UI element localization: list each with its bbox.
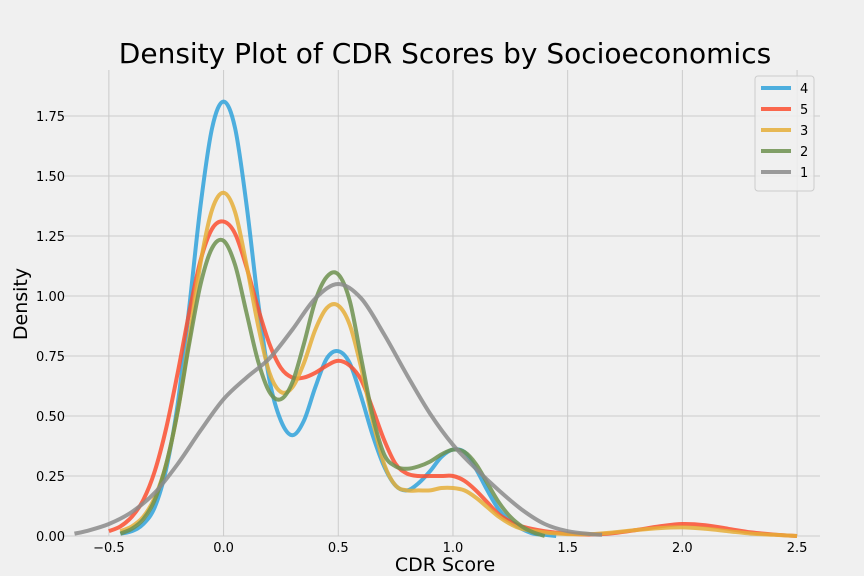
x-axis-label: CDR Score: [395, 554, 495, 576]
y-tick-label: 1.50: [36, 170, 65, 185]
tick-labels: −0.5 0.0 0.5 1.0 1.5 2.0 2.5 0.00 0.25 0.50 0.75 1.…: [36, 110, 807, 556]
legend-label-1: 1: [800, 166, 808, 181]
x-tick-label: −0.5: [93, 541, 125, 556]
y-tick-label: 0.75: [36, 350, 65, 365]
series-lines: [74, 99, 798, 538]
y-tick-label: 0.00: [36, 530, 65, 545]
x-tick-label: 0.5: [328, 541, 349, 556]
x-tick-label: 1.0: [443, 541, 464, 556]
series-line-2: [119, 237, 546, 538]
series-line-1: [74, 282, 603, 537]
y-tick-label: 1.75: [36, 110, 65, 125]
legend-label-4: 4: [800, 82, 808, 97]
y-tick-label: 1.00: [36, 290, 65, 305]
x-tick-label: 0.0: [213, 541, 234, 556]
grid: [63, 70, 820, 537]
y-tick-label: 0.25: [36, 470, 65, 485]
y-tick-label: 0.50: [36, 410, 65, 425]
x-tick-label: 2.0: [672, 541, 693, 556]
legend-label-2: 2: [800, 145, 808, 160]
x-tick-label: 2.5: [787, 541, 808, 556]
y-tick-label: 1.25: [36, 230, 65, 245]
x-tick-label: 1.5: [557, 541, 578, 556]
legend-label-5: 5: [800, 103, 808, 118]
legend-label-3: 3: [800, 124, 808, 139]
legend-box: [754, 75, 815, 192]
chart-title: Density Plot of CDR Scores by Socioecono…: [119, 37, 771, 70]
series-line-3: [119, 190, 798, 538]
legend: 4 5 3 2 1: [754, 75, 815, 192]
y-axis-label: Density: [10, 268, 32, 340]
